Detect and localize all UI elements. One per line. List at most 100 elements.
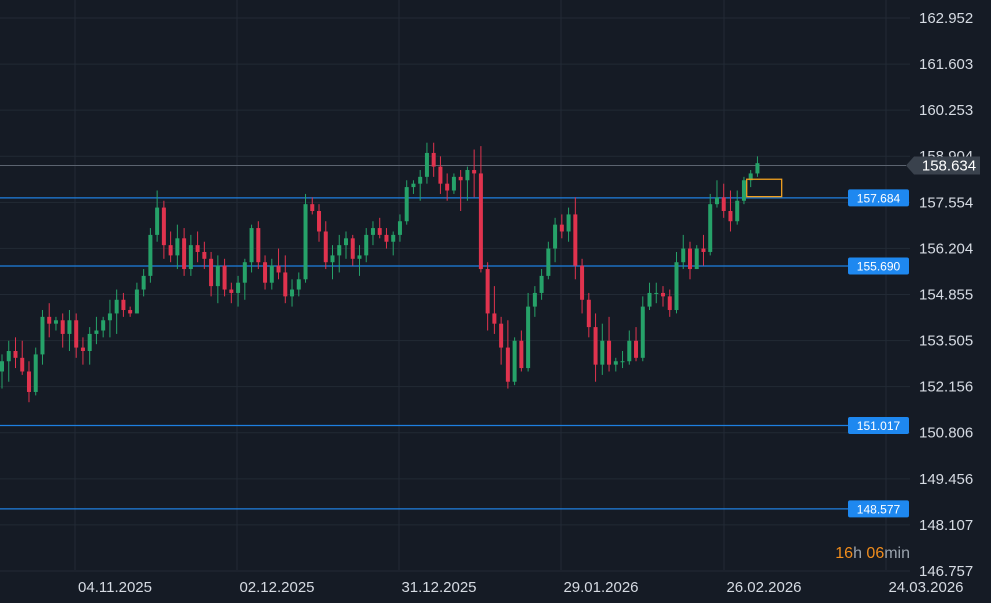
candle-body [337,245,342,256]
candle-body [600,340,605,365]
candle-down [438,156,443,194]
candle-body [350,238,355,259]
candle-up [532,286,537,317]
y-tick-label: 153.505 [919,333,973,350]
candle-body [559,224,564,232]
candle-body [202,251,207,259]
candle-down [209,251,214,297]
candle-body [397,221,402,235]
candle-body [128,310,133,314]
candle-body [539,275,544,293]
level-tag-label: 157.684 [857,191,901,205]
candle-body [357,255,362,259]
timer-minutes-unit: min [884,545,910,562]
candle-body [343,238,348,246]
candle-up [303,193,308,283]
candle-up [755,156,760,177]
candle-body [310,204,315,211]
candle-body [283,272,288,297]
candle-body [519,340,524,369]
x-tick-label: 02.12.2025 [239,579,314,596]
candle-body [323,231,328,263]
candle-body [67,320,72,334]
candle-body [620,361,625,363]
x-tick-label: 29.01.2026 [563,579,638,596]
candle-body [411,183,416,188]
candle-body [330,255,335,263]
candle-up [249,224,254,273]
candle-body [195,245,200,252]
candle-down [607,316,612,372]
level-price-tags[interactable]: 157.684 155.690 151.017 148.577 [848,189,909,518]
candle-down [458,170,463,211]
candle-up [640,296,645,362]
candle-body [40,316,45,355]
candle-body [526,306,531,369]
candle-up [188,234,193,276]
candle-up [411,180,416,194]
level-tag-bg [848,189,909,207]
candle-down [276,248,281,280]
candle-body [714,197,719,205]
timer-minutes: 06 [866,545,885,562]
candle-up [681,234,686,270]
candle-body [175,238,180,256]
candle-body [0,361,4,372]
candle-body [721,197,726,211]
candle-body [553,224,558,249]
candle-down [721,183,726,218]
candle-body [364,234,369,256]
candle-body [121,299,126,311]
candle-body [215,265,220,287]
candle-down [580,258,585,314]
candle-up [424,142,429,184]
candle-down [20,340,25,375]
candle-body [209,258,214,287]
level-lines[interactable] [0,197,848,510]
candle-body [404,187,409,222]
candle-down [661,286,666,307]
candle-body [431,152,436,167]
level-tag-bg [848,417,909,435]
candle-down [350,234,355,266]
candle-up [296,272,301,297]
candle-up [748,170,753,188]
candle-body [53,320,58,324]
candle-up [627,330,632,365]
candle-up [654,282,659,304]
candle-down [505,320,510,389]
candle-body [708,204,713,252]
candle-down [317,204,322,242]
candle-body [424,152,429,177]
candle-up [404,180,409,225]
x-tick-label: 26.02.2026 [726,579,801,596]
candle-body [377,228,382,235]
candle-body [667,296,672,311]
candle-body [512,340,517,382]
candle-up [134,282,139,314]
level-tag-label: 155.690 [857,259,901,273]
candle-down [222,258,227,297]
candle-body [580,265,585,300]
candle-body [472,170,477,174]
candle-up [397,214,402,242]
y-tick-label: 160.253 [919,102,973,119]
candle-body [269,265,274,283]
level-tag: 157.684 [848,189,909,207]
candle-up [708,193,713,256]
candle-down [728,190,733,232]
candle-countdown-timer: 16h 06min [835,545,910,563]
candle-up [330,245,335,280]
candle-down [586,292,591,338]
candle-body [499,323,504,348]
candle-body [391,234,396,242]
level-tag: 155.690 [848,257,909,275]
candle-up [620,350,625,369]
candle-body [229,289,234,293]
candle-body [586,299,591,328]
x-axis-labels: 04.11.2025 02.12.2025 31.12.2025 29.01.2026… [78,579,964,596]
candle-up [94,316,99,345]
candle-down [182,228,187,276]
candle-up [141,269,146,297]
